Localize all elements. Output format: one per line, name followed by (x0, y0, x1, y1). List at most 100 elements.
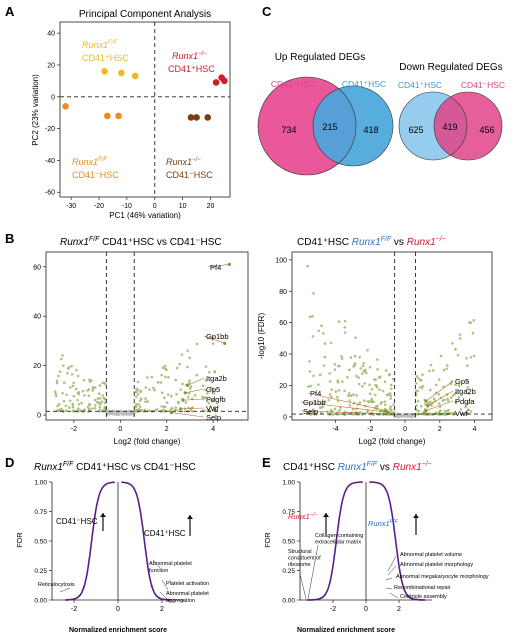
volcano-point-sig (419, 404, 423, 408)
volcano-point-sig (357, 376, 360, 379)
pca-x-tick-label: -10 (122, 203, 132, 210)
volcano-y-tick-label: 40 (33, 314, 41, 321)
volcano-point-sig (414, 389, 418, 393)
gene-label-leader (207, 264, 230, 268)
panel-a-x-ticks: -30 -20 -10 0 10 20 (66, 197, 214, 210)
volcano-x-tick-label: 2 (165, 426, 169, 433)
volcano-point-sig (98, 402, 101, 405)
panel-e-right-group: Runx1F/F (368, 519, 399, 528)
gsea-y-tick-label: 0.75 (34, 509, 47, 516)
gene-label-leader (300, 401, 388, 413)
volcano-point-sig (340, 354, 343, 358)
volcano-point-sig (188, 387, 192, 390)
volcano-point-sig (103, 401, 107, 405)
volcano-point-sig (459, 408, 463, 411)
volcano-point-sig (71, 384, 75, 388)
volcano-y-tick-label: 100 (275, 257, 287, 264)
volcano-point-sig (472, 354, 476, 358)
panel-a-group-label-ko-pos: Runx1−/− CD41⁺HSC (168, 51, 215, 74)
volcano-point-sig (355, 394, 358, 397)
volcano-point-sig (72, 394, 76, 398)
volcano-point-sig (456, 353, 460, 357)
volcano-point-sig (58, 370, 62, 373)
volcano-point-sig (160, 405, 163, 408)
volcano-point-ns (120, 409, 123, 413)
volcano-point-sig (135, 395, 138, 399)
volcano-point-sig (173, 408, 177, 412)
panel-d-right-group: CD41⁺HSC (144, 529, 186, 538)
pca-x-tick-label: -20 (94, 203, 104, 210)
volcano-point-sig (361, 385, 364, 388)
panel-e-x-label: Normalized enrichment score (297, 627, 395, 634)
volcano-point-sig (347, 392, 351, 395)
volcano-point-sig (80, 401, 83, 405)
volcano-point-sig (70, 364, 73, 368)
volcano-point-sig (383, 403, 387, 407)
volcano-point-sig (195, 342, 199, 346)
volcano-point-sig (352, 393, 355, 396)
volcano-point-sig (362, 399, 366, 402)
volcano-point-sig (336, 379, 340, 382)
gene-label-leader (203, 335, 225, 344)
volcano-point-sig (468, 321, 471, 324)
svg-text:CD41⁻HSC: CD41⁻HSC (166, 170, 213, 180)
svg-text:Runx1F/F: Runx1F/F (82, 40, 117, 50)
volcano-point-sig (186, 349, 190, 353)
volcano-point-sig (54, 392, 58, 396)
gene-label: Pdgfb (206, 395, 226, 404)
volcano-point-sig (175, 366, 179, 370)
pca-y-tick-label: -40 (45, 158, 55, 165)
enrichment-arrow-head (413, 514, 419, 518)
volcano-point-sig (163, 396, 166, 400)
volcano-right-frame (291, 251, 493, 421)
volcano-point-sig (466, 402, 470, 405)
panel-d-anno-4: Reticulocytosis (38, 582, 75, 588)
gsea-pathway-point (308, 599, 311, 601)
volcano-point-sig (379, 402, 383, 405)
volcano-point-sig (102, 396, 105, 400)
volcano-point-sig (207, 370, 211, 374)
volcano-point-sig (153, 388, 157, 392)
gsea-pathway-point (311, 598, 314, 601)
volcano-point-sig (368, 365, 372, 369)
volcano-point-sig (434, 391, 438, 395)
volcano-point-sig (415, 375, 419, 378)
volcano-point-sig (371, 400, 374, 403)
annotation-leader (161, 579, 169, 591)
volcano-point-ns (106, 413, 109, 416)
volcano-point-sig (184, 401, 188, 404)
volcano-point-sig (93, 386, 97, 389)
volcano-point-sig (424, 402, 427, 406)
pca-point (62, 103, 69, 110)
volcano-point-sig (466, 386, 470, 389)
panel-e-left-anno-2: Structural constituent of ribosome (288, 549, 321, 568)
volcano-point-sig (333, 368, 337, 371)
volcano-point-sig (421, 384, 425, 388)
volcano-point-sig (56, 404, 59, 408)
panel-b: B Runx1F/F CD41⁺HSC vs CD41⁻HSC Pf4Gp1bb… (5, 231, 493, 446)
volcano-left-title: Runx1F/F CD41⁺HSC vs CD41⁻HSC (60, 236, 222, 248)
volcano-point-sig (343, 326, 347, 329)
volcano-point-sig (69, 386, 72, 389)
volcano-point-sig (320, 411, 323, 415)
panel-e: E CD41⁺HSC Runx1F/F vs Runx1−/− 1.00 0.75… (262, 455, 489, 634)
gsea-x-tick-label: 2 (160, 606, 164, 613)
gene-label: Vwf (455, 409, 468, 418)
gsea-pathway-point (67, 598, 70, 601)
volcano-point-sig (87, 394, 91, 398)
volcano-point-sig (321, 401, 325, 405)
volcano-point-sig (146, 376, 149, 379)
volcano-point-sig (82, 378, 86, 382)
labeled-gene-point (183, 391, 187, 395)
volcano-y-tick-label: 0 (283, 414, 287, 421)
pca-point (104, 112, 111, 120)
volcano-point-sig (388, 410, 392, 414)
volcano-point-sig (81, 389, 85, 393)
volcano-point-sig (346, 376, 349, 379)
volcano-point-sig (458, 333, 462, 336)
volcano-point-sig (204, 365, 208, 368)
volcano-point-sig (376, 404, 379, 408)
volcano-point-sig (98, 396, 102, 400)
panel-d-plot: 1.00 0.75 0.50 0.25 0.00 -2 0 2 (34, 480, 193, 613)
